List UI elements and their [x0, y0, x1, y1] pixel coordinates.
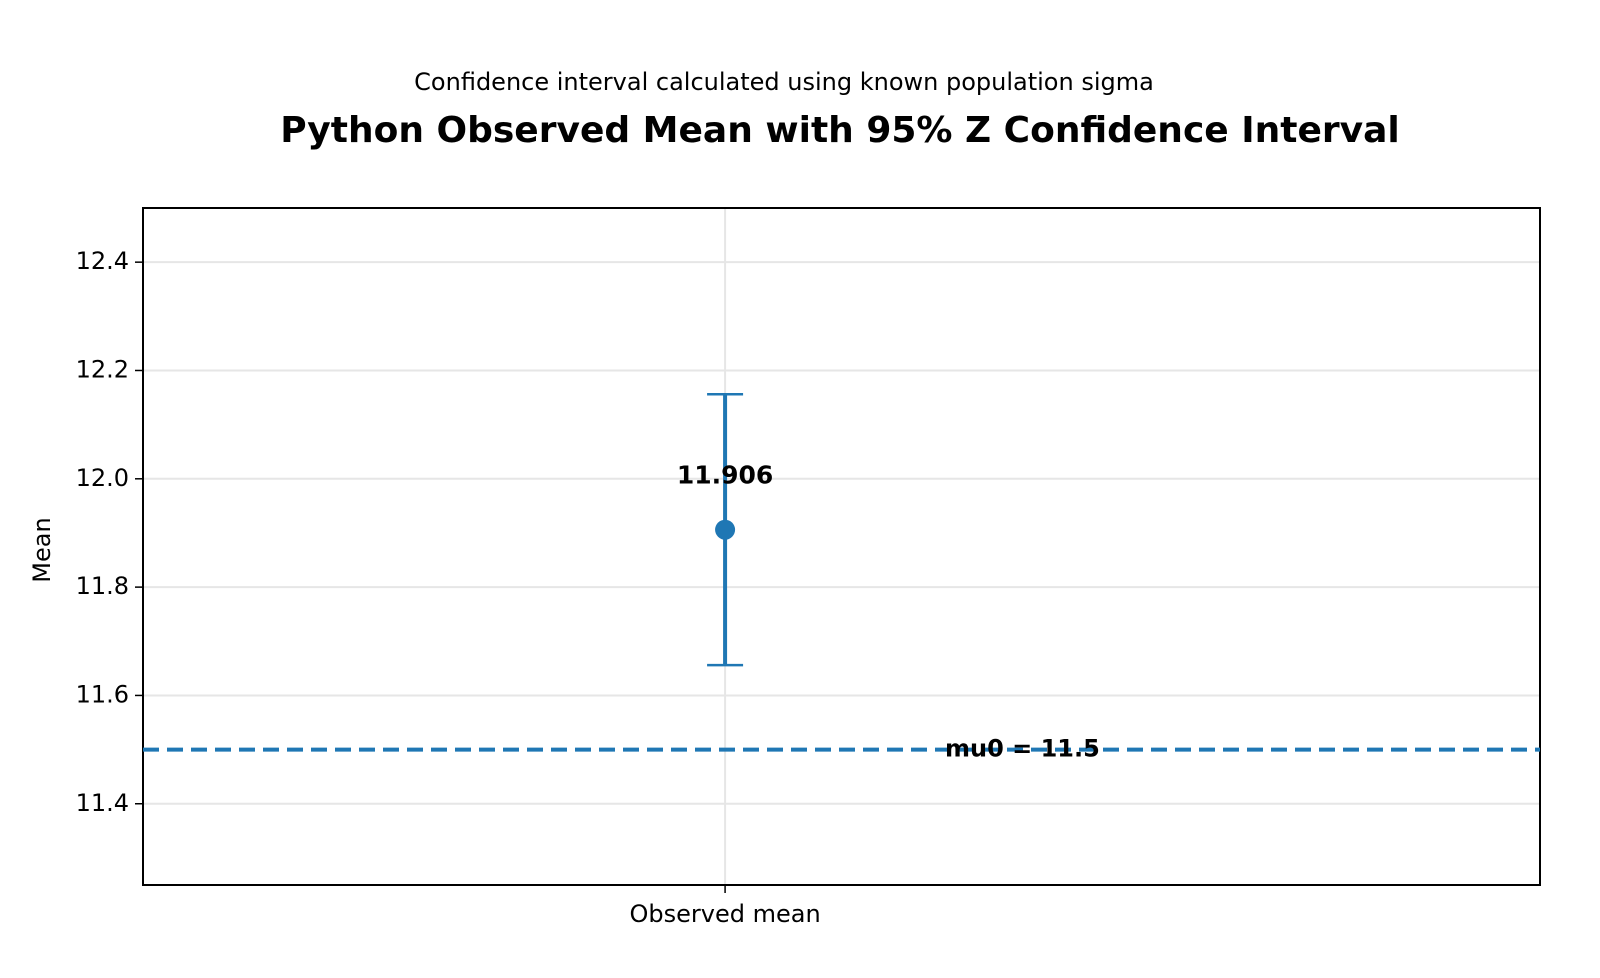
plot-frame: [142, 207, 1541, 886]
y-tick-label: 11.4: [76, 789, 129, 817]
y-axis-label: Mean: [28, 517, 56, 582]
data-label: 11.906: [677, 461, 773, 490]
y-tick-label: 12.4: [76, 247, 129, 275]
x-tick-label: Observed mean: [630, 900, 821, 928]
chart-title: Python Observed Mean with 95% Z Confiden…: [280, 110, 1399, 151]
reference-label: mu0 = 11.5: [945, 735, 1100, 763]
mean-point: [715, 519, 736, 540]
chart-subtitle: Confidence interval calculated using kno…: [414, 68, 1154, 96]
y-tick-label: 12.0: [76, 464, 129, 492]
y-tick-label: 11.6: [76, 680, 129, 708]
y-tick-label: 11.8: [76, 572, 129, 600]
y-tick-label: 12.2: [76, 355, 129, 383]
